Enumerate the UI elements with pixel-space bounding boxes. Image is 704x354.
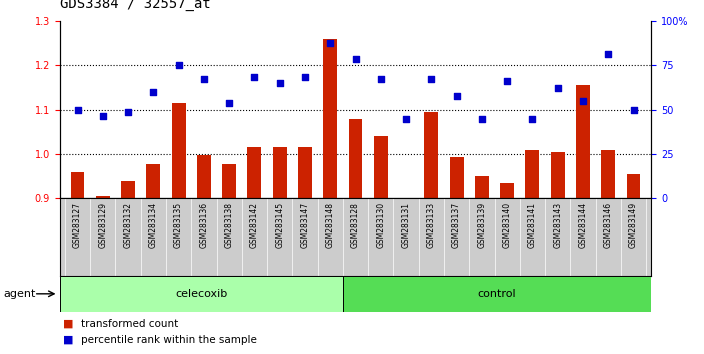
Bar: [475, 176, 489, 354]
Point: [350, 56, 361, 62]
Bar: [576, 85, 590, 354]
Text: GSM283146: GSM283146: [604, 202, 612, 248]
Point: [97, 114, 108, 119]
Bar: [343, 276, 651, 312]
Point: [173, 63, 184, 68]
Point: [451, 94, 463, 99]
Point: [552, 85, 563, 91]
Bar: [248, 147, 261, 354]
Bar: [450, 157, 463, 354]
Text: GSM283132: GSM283132: [124, 202, 132, 248]
Bar: [298, 147, 312, 354]
Point: [274, 80, 285, 86]
Point: [426, 76, 437, 82]
Text: GSM283149: GSM283149: [629, 202, 638, 248]
Text: GSM283133: GSM283133: [427, 202, 436, 248]
Text: GSM283141: GSM283141: [528, 202, 537, 248]
Bar: [501, 183, 514, 354]
Point: [122, 109, 134, 115]
Point: [628, 107, 639, 113]
Bar: [272, 147, 287, 354]
Bar: [425, 112, 439, 354]
Point: [249, 74, 260, 79]
Text: GSM283131: GSM283131: [401, 202, 410, 248]
Text: GSM283148: GSM283148: [326, 202, 334, 248]
Text: GSM283129: GSM283129: [99, 202, 107, 248]
Point: [501, 78, 513, 84]
Bar: [601, 149, 615, 354]
Text: GSM283134: GSM283134: [149, 202, 158, 248]
Text: control: control: [477, 289, 516, 299]
Bar: [172, 103, 186, 354]
Text: GDS3384 / 32557_at: GDS3384 / 32557_at: [60, 0, 210, 11]
Bar: [146, 164, 161, 354]
Point: [199, 76, 210, 82]
Point: [603, 52, 614, 57]
Point: [527, 116, 538, 121]
Text: ■: ■: [63, 319, 74, 329]
Bar: [222, 164, 236, 354]
Text: GSM283128: GSM283128: [351, 202, 360, 248]
Bar: [96, 196, 110, 354]
Bar: [121, 181, 135, 354]
Point: [148, 89, 159, 95]
Text: celecoxib: celecoxib: [175, 289, 227, 299]
Text: percentile rank within the sample: percentile rank within the sample: [81, 335, 257, 345]
Bar: [60, 276, 343, 312]
Point: [299, 74, 310, 79]
Point: [325, 41, 336, 46]
Text: GSM283137: GSM283137: [452, 202, 461, 248]
Text: GSM283145: GSM283145: [275, 202, 284, 248]
Text: GSM283143: GSM283143: [553, 202, 562, 248]
Bar: [399, 198, 413, 354]
Text: ■: ■: [63, 335, 74, 345]
Text: GSM283136: GSM283136: [199, 202, 208, 248]
Text: transformed count: transformed count: [81, 319, 178, 329]
Text: GSM283147: GSM283147: [301, 202, 310, 248]
Text: GSM283138: GSM283138: [225, 202, 234, 248]
Bar: [348, 119, 363, 354]
Bar: [525, 149, 539, 354]
Bar: [197, 155, 210, 354]
Bar: [70, 172, 84, 354]
Point: [72, 107, 83, 113]
Text: GSM283140: GSM283140: [503, 202, 512, 248]
Bar: [374, 136, 388, 354]
Bar: [627, 174, 641, 354]
Point: [375, 76, 386, 82]
Text: GSM283130: GSM283130: [377, 202, 385, 248]
Point: [476, 116, 487, 121]
Text: GSM283135: GSM283135: [174, 202, 183, 248]
Text: GSM283142: GSM283142: [250, 202, 259, 248]
Point: [577, 98, 589, 104]
Point: [401, 116, 412, 121]
Text: agent: agent: [4, 289, 36, 299]
Bar: [323, 39, 337, 354]
Text: GSM283144: GSM283144: [579, 202, 587, 248]
Text: GSM283127: GSM283127: [73, 202, 82, 248]
Bar: [551, 152, 565, 354]
Point: [224, 100, 235, 106]
Text: GSM283139: GSM283139: [477, 202, 486, 248]
